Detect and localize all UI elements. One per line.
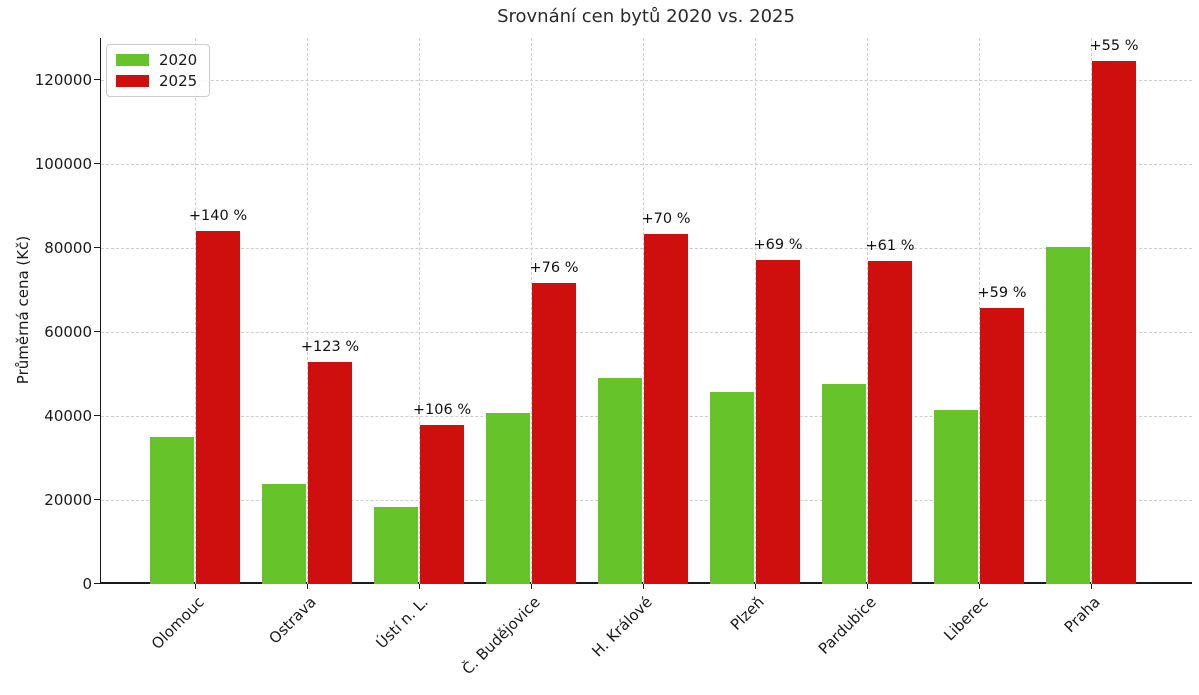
y-tick-label: 20000 — [44, 491, 92, 509]
x-tick-mark — [1091, 584, 1092, 589]
y-tick-label: 120000 — [34, 71, 92, 89]
x-tick-mark — [643, 584, 644, 589]
x-tick-label: Praha — [1060, 593, 1104, 637]
y-tick-label: 60000 — [44, 323, 92, 341]
x-tick-label: Ústí n. L. — [372, 593, 432, 653]
y-tick-mark — [94, 331, 100, 332]
y-tick-label: 40000 — [44, 407, 92, 425]
x-tick-label: Olomouc — [147, 593, 208, 653]
bar-2025-3 — [532, 283, 576, 584]
x-tick-label: Ostrava — [265, 593, 320, 648]
bar-growth-label: +70 % — [641, 211, 691, 228]
x-tick-label: Č. Budějovice — [458, 593, 544, 679]
x-tick-mark — [531, 584, 532, 589]
bar-2020-4 — [598, 378, 642, 584]
x-tick-mark — [755, 584, 756, 589]
x-tick-mark — [867, 584, 868, 589]
bar-2020-3 — [486, 413, 530, 584]
x-tick-label: Plzeň — [726, 593, 768, 634]
legend-item-2025: 2025 — [116, 73, 197, 89]
y-tick-mark — [94, 247, 100, 248]
legend-swatch-2020 — [116, 54, 149, 66]
v-gridline — [531, 38, 532, 584]
chart-title: Srovnání cen bytů 2020 vs. 2025 — [497, 6, 795, 27]
bar-2025-2 — [420, 424, 464, 584]
bar-growth-label: +123 % — [300, 338, 360, 355]
bar-growth-label: +59 % — [977, 284, 1027, 301]
y-tick-mark — [94, 499, 100, 500]
legend-label-2025: 2025 — [159, 72, 198, 90]
v-gridline — [643, 38, 644, 584]
bar-growth-label: +140 % — [188, 208, 248, 225]
bar-growth-label: +55 % — [1089, 38, 1139, 55]
bar-growth-label: +69 % — [753, 237, 803, 254]
y-tick-label: 80000 — [44, 239, 92, 257]
x-tick-mark — [307, 584, 308, 589]
x-tick-mark — [419, 584, 420, 589]
legend-swatch-2025 — [116, 75, 149, 87]
h-gridline — [101, 80, 1192, 81]
bar-2020-8 — [1046, 246, 1090, 584]
y-tick-label: 0 — [82, 575, 92, 593]
bar-2025-0 — [196, 231, 240, 584]
x-tick-mark — [195, 584, 196, 589]
bar-growth-label: +76 % — [529, 260, 579, 277]
bar-growth-label: +106 % — [412, 401, 472, 418]
v-gridline — [867, 38, 868, 584]
v-gridline — [755, 38, 756, 584]
h-gridline — [101, 164, 1192, 165]
bar-2020-6 — [822, 383, 866, 584]
bar-2020-5 — [710, 392, 754, 584]
bar-2025-1 — [308, 361, 352, 584]
y-tick-mark — [94, 79, 100, 80]
x-tick-label: H. Králové — [588, 593, 656, 661]
bar-2020-1 — [262, 484, 306, 584]
legend: 2020 2025 — [106, 44, 211, 97]
v-gridline — [307, 38, 308, 584]
bar-2025-7 — [980, 307, 1024, 584]
legend-label-2020: 2020 — [159, 51, 198, 69]
bar-2020-0 — [150, 437, 194, 584]
v-gridline — [195, 38, 196, 584]
y-tick-mark — [94, 415, 100, 416]
legend-item-2020: 2020 — [116, 52, 197, 68]
x-tick-label: Pardubice — [814, 593, 880, 658]
v-gridline — [979, 38, 980, 584]
bar-2020-2 — [374, 506, 418, 584]
x-tick-mark — [979, 584, 980, 589]
bar-2025-5 — [756, 260, 800, 584]
bar-2025-6 — [868, 261, 912, 584]
y-tick-mark — [94, 163, 100, 164]
y-tick-label: 100000 — [34, 155, 92, 173]
bar-2025-4 — [644, 234, 688, 584]
x-tick-label: Liberec — [940, 593, 992, 645]
bar-2025-8 — [1092, 61, 1136, 584]
bar-2020-7 — [934, 410, 978, 584]
bar-growth-label: +61 % — [865, 238, 915, 255]
v-gridline — [419, 38, 420, 584]
y-tick-mark — [94, 583, 100, 584]
v-gridline — [1091, 38, 1092, 584]
